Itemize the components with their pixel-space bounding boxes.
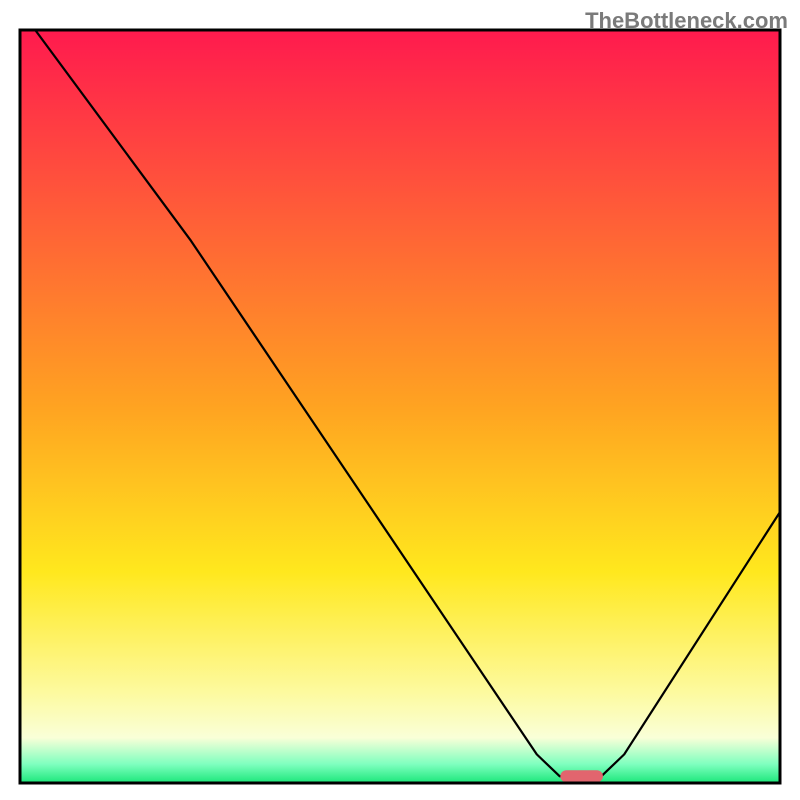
- optimal-marker: [560, 770, 603, 782]
- bottleneck-chart: [0, 0, 800, 800]
- chart-container: TheBottleneck.com: [0, 0, 800, 800]
- chart-background-gradient: [20, 30, 780, 783]
- chart-watermark: TheBottleneck.com: [585, 8, 788, 34]
